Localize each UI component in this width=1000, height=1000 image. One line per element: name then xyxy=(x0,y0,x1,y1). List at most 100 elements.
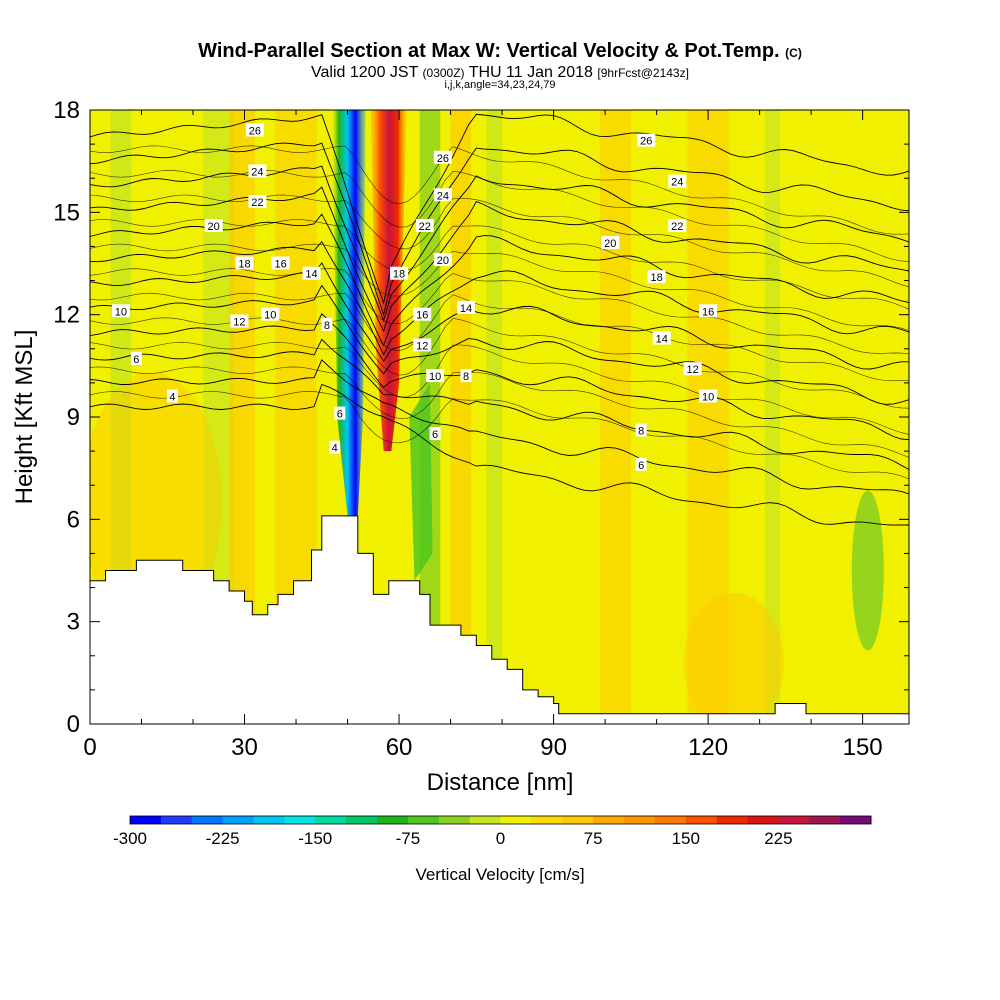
theta-contour xyxy=(90,268,909,355)
contour-label: 22 xyxy=(415,218,434,233)
theta-contour xyxy=(90,366,909,458)
contour-label-box xyxy=(245,123,264,137)
contour-label-text: 16 xyxy=(416,310,428,322)
x-tick-label: 90 xyxy=(540,734,567,761)
contour-label: 18 xyxy=(647,270,666,284)
contour-label: 6 xyxy=(130,352,142,366)
y-tick-label: 0 xyxy=(67,711,80,738)
contour-label-box xyxy=(166,389,178,403)
contour-label: 8 xyxy=(321,317,333,332)
contour-label-box xyxy=(433,188,452,202)
contour-label: 10 xyxy=(261,307,280,322)
contour-label: 16 xyxy=(699,304,718,318)
y-tick-label: 15 xyxy=(53,199,80,226)
y-axis: 0 3 6 9 12 15 18 xyxy=(53,97,909,738)
contour-label-text: 22 xyxy=(671,221,683,233)
contours xyxy=(90,113,909,526)
y-tick-label: 12 xyxy=(53,302,80,329)
contour-label-box xyxy=(204,218,223,232)
contour-label: 6 xyxy=(429,427,441,441)
velocity-band xyxy=(764,110,781,724)
contour-label-text: 20 xyxy=(437,255,449,267)
contour-label: 6 xyxy=(635,457,647,472)
colorbar-swatch xyxy=(315,816,347,824)
theta-contour xyxy=(90,240,909,356)
contour-label: 20 xyxy=(601,236,620,250)
contour-label-box xyxy=(668,218,687,232)
theta-contour xyxy=(90,292,909,382)
contour-label: 26 xyxy=(637,133,656,148)
colorbar-swatch xyxy=(778,816,810,824)
colorbar-swatch xyxy=(716,816,748,824)
theta-contour xyxy=(90,313,909,441)
contour-label-text: 14 xyxy=(656,334,668,346)
contour-label-box xyxy=(635,457,647,471)
colorbar-swatch xyxy=(346,816,378,824)
contour-label: 8 xyxy=(460,369,472,383)
contour-label: 10 xyxy=(426,369,445,383)
contour-label: 24 xyxy=(248,164,267,178)
contour-label-box xyxy=(248,164,267,178)
colorbar-swatch xyxy=(222,816,254,824)
colorbar-swatch xyxy=(531,816,563,824)
colorbar-swatch xyxy=(191,816,224,824)
contour-label: 26 xyxy=(433,150,452,165)
contour-label-text: 6 xyxy=(337,409,343,421)
contour-label-text: 12 xyxy=(687,364,699,376)
y-tick-label: 18 xyxy=(53,97,80,124)
contour-label-text: 4 xyxy=(332,443,338,455)
contour-label-text: 6 xyxy=(432,429,438,441)
contour-label-box xyxy=(652,331,671,345)
colorbar-swatch xyxy=(284,816,316,824)
contour-label-text: 10 xyxy=(115,306,127,318)
contour-label-text: 22 xyxy=(419,221,431,233)
contour-label: 22 xyxy=(248,195,267,209)
colorbar-tick-label: 225 xyxy=(764,829,792,848)
contour-label-box xyxy=(390,266,409,280)
x-tick-label: 120 xyxy=(688,734,728,761)
colorbar-swatch xyxy=(160,816,193,824)
contour-labels: 26 24 22 20 18 16 14 12 10 10 8 6 4 6 4 26 24 22 20 18 16 14 1… xyxy=(111,123,718,472)
x-tick-label: 30 xyxy=(231,734,258,761)
theta-contour xyxy=(90,145,909,235)
contour-label: 20 xyxy=(204,218,223,233)
plot-area: 26 24 22 20 18 16 14 12 10 10 8 6 4 6 4 26 24 22 20 18 16 14 1… xyxy=(90,110,909,724)
theta-contour xyxy=(90,338,909,470)
contour-label-box xyxy=(302,266,321,280)
colorbar-swatch xyxy=(253,816,285,824)
theta-contour xyxy=(90,317,909,409)
contour-label-text: 12 xyxy=(416,340,428,352)
colorbar-swatch xyxy=(809,816,841,824)
contour-label-box xyxy=(334,406,346,420)
x-axis: 0 30 60 90 120 150 xyxy=(83,110,883,761)
theta-contour xyxy=(90,262,909,370)
contour-label: 8 xyxy=(635,423,647,438)
contour-label-box xyxy=(668,174,687,188)
colorbar-tick-label: 0 xyxy=(496,829,505,848)
x-tick-label: 150 xyxy=(843,734,883,761)
contour-label-box xyxy=(699,389,718,403)
contour-label-text: 18 xyxy=(238,259,250,271)
contour-label-text: 16 xyxy=(702,306,714,318)
contour-label-box xyxy=(329,440,341,454)
colorbar-tick-label: 75 xyxy=(584,829,603,848)
colorbar-swatch xyxy=(407,816,440,824)
contour-label: 4 xyxy=(166,389,178,404)
y-tick-label: 6 xyxy=(67,506,80,533)
colorbar-swatch xyxy=(438,816,471,824)
contour-label-box xyxy=(413,338,432,352)
y-axis-label: Height [Kft MSL] xyxy=(11,330,38,505)
contour-label: 4 xyxy=(329,440,341,455)
contour-label-text: 18 xyxy=(650,272,662,284)
contour-label: 10 xyxy=(111,304,130,318)
theta-contour xyxy=(90,213,909,347)
contour-label: 10 xyxy=(699,389,718,404)
contour-label: 12 xyxy=(683,362,702,376)
contour-label-text: 6 xyxy=(133,354,139,366)
contour-label-text: 24 xyxy=(251,166,263,178)
theta-contour xyxy=(90,391,909,480)
contour-label: 18 xyxy=(390,266,409,281)
contour-label-text: 20 xyxy=(207,221,219,233)
contour-label-box xyxy=(111,304,130,318)
theta-contour xyxy=(90,341,909,435)
